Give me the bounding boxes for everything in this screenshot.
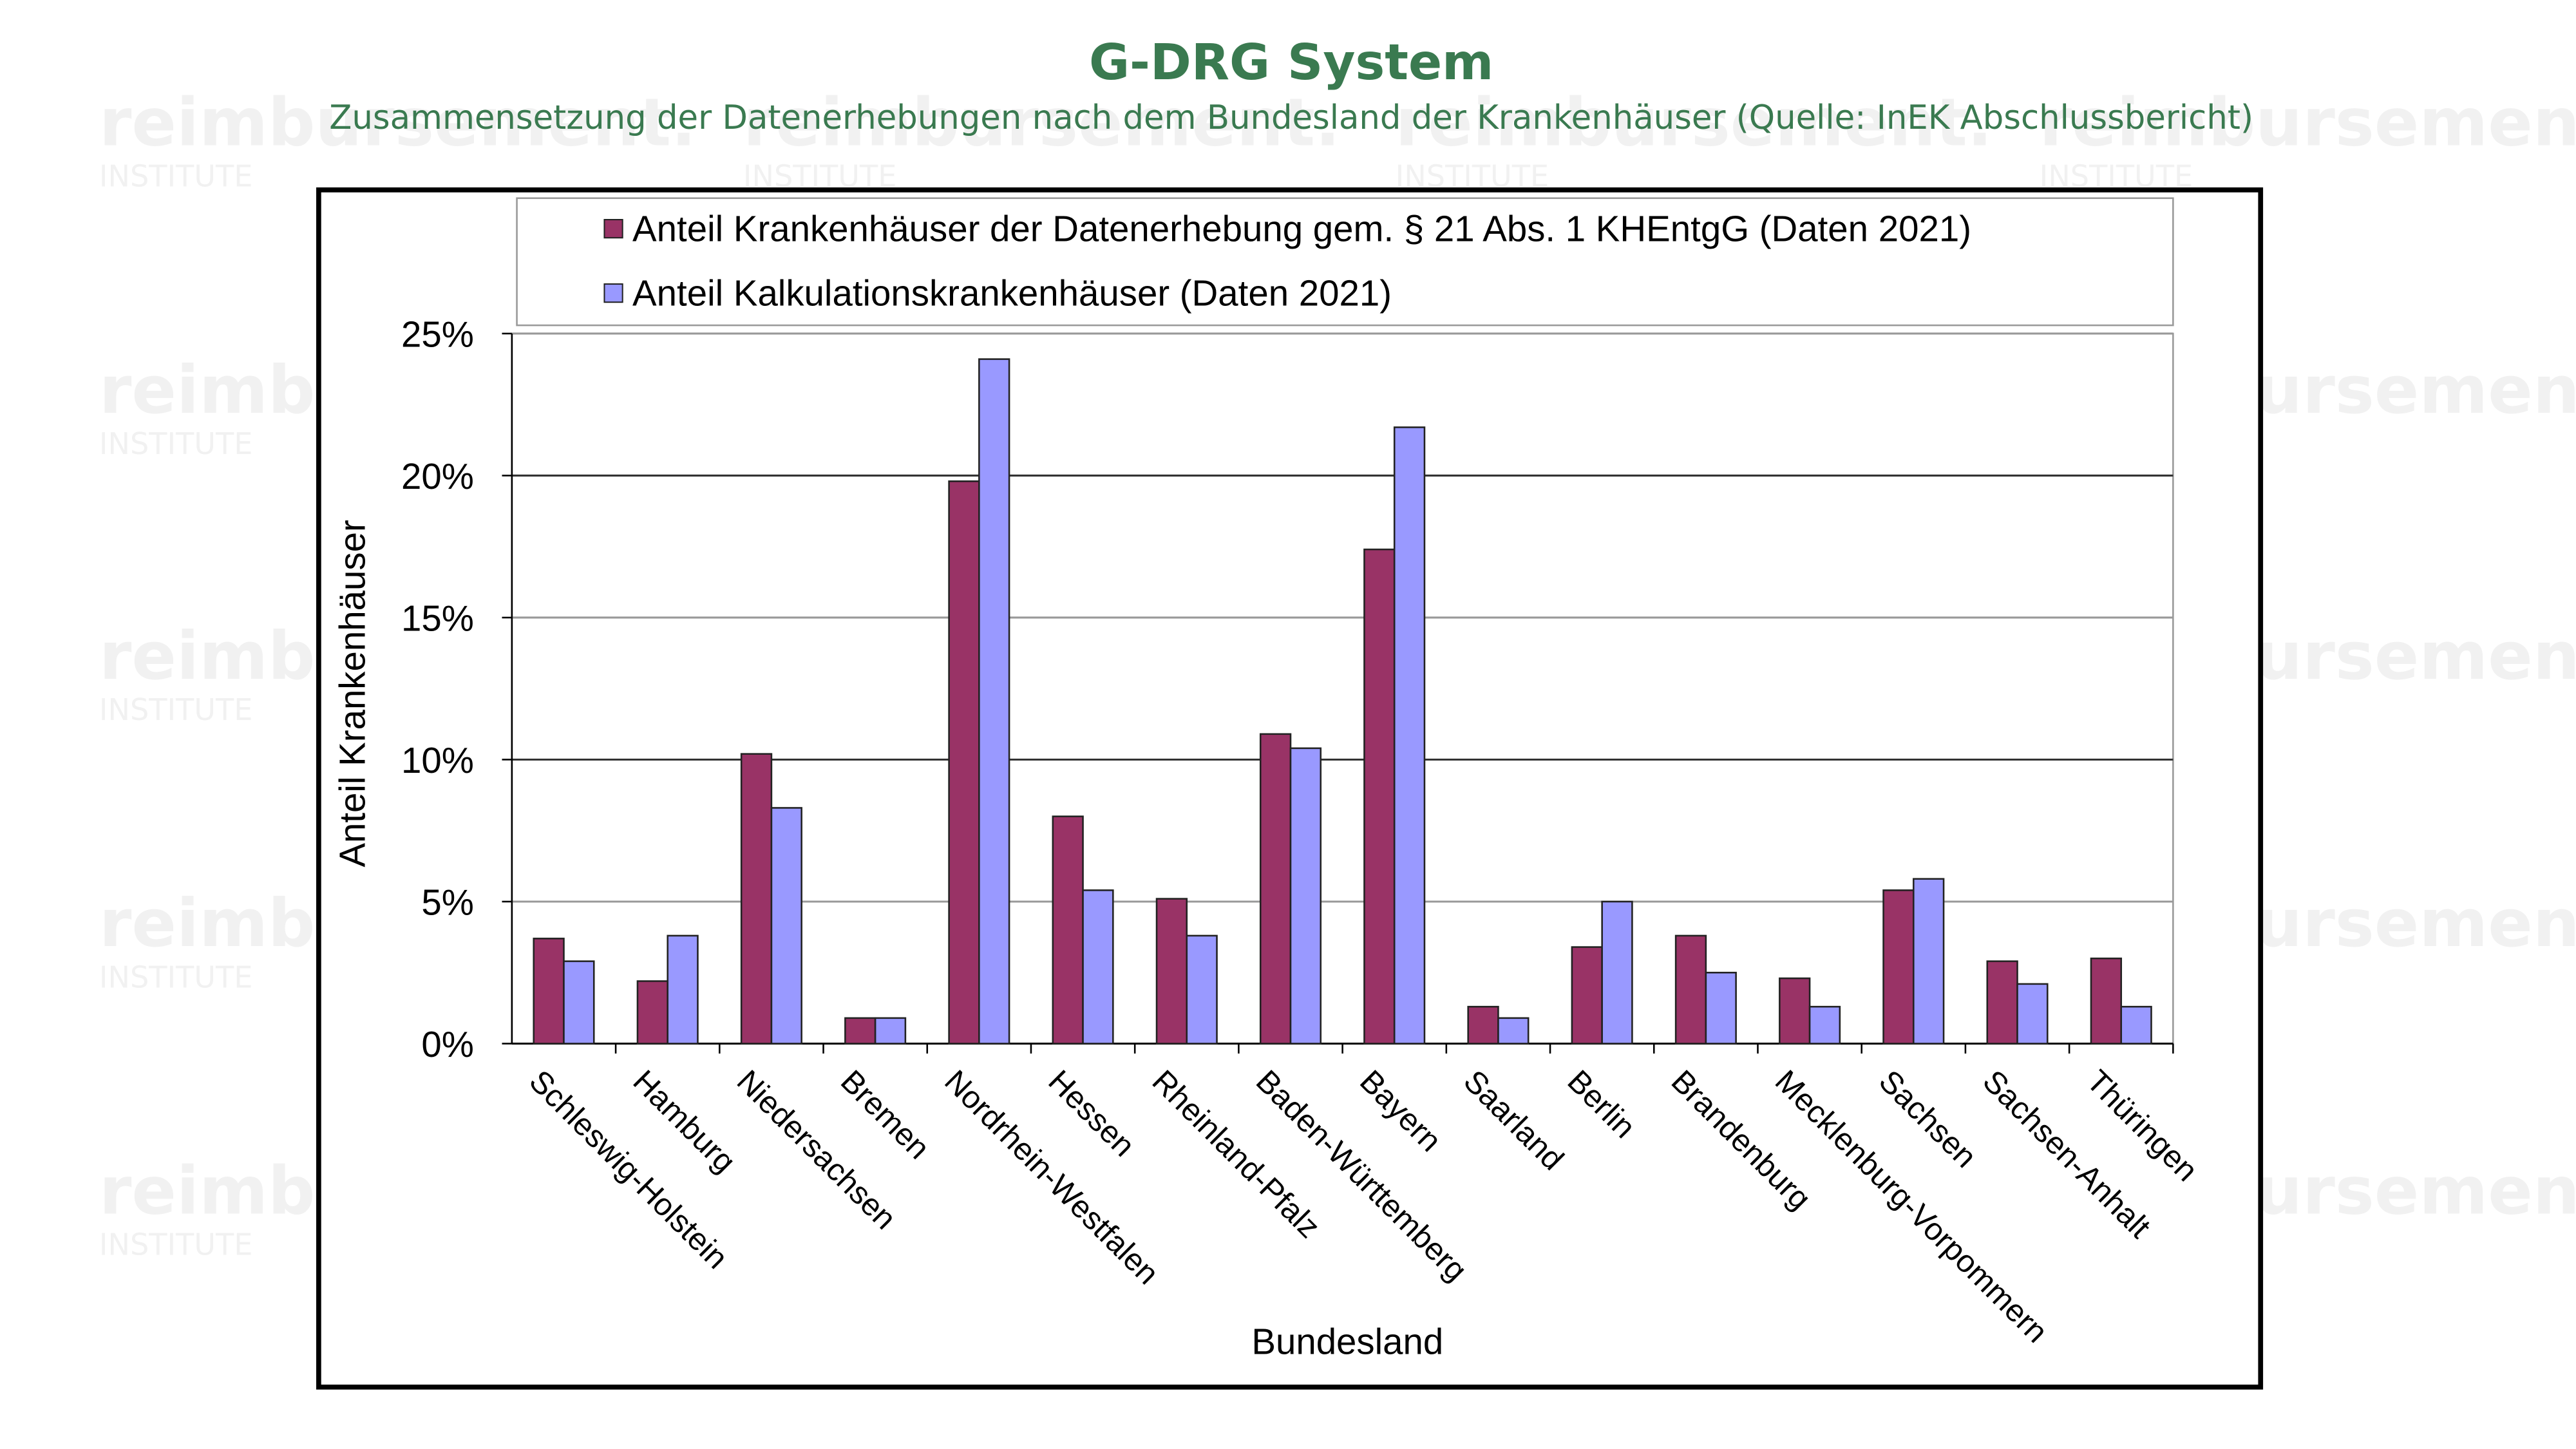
bar (1571, 946, 1603, 1045)
y-tick-label: 25% (401, 314, 474, 354)
bar (1913, 878, 1945, 1045)
bar (1393, 426, 1426, 1045)
bar (533, 938, 565, 1045)
watermark-sub: INSTITUTE (99, 960, 253, 994)
bar (1155, 898, 1188, 1045)
bar (1363, 548, 1396, 1045)
bar (1882, 889, 1915, 1045)
watermark-brand: reimbursement. (99, 85, 696, 162)
watermark-sub: INSTITUTE (99, 426, 253, 461)
bar (1497, 1017, 1530, 1045)
bar (1986, 960, 2018, 1045)
bar (636, 980, 668, 1045)
y-axis-title: Anteil Krankenhäuser (332, 520, 373, 867)
bar (770, 807, 802, 1045)
legend-label: Anteil Krankenhäuser der Datenerhebung g… (632, 208, 1971, 249)
watermark-sub: INSTITUTE (99, 159, 253, 194)
bar (1705, 971, 1737, 1045)
watermark-brand: reimbursement. (743, 85, 1340, 162)
y-tick-label: 0% (421, 1024, 474, 1065)
bar (948, 480, 980, 1045)
legend-swatch (603, 283, 623, 303)
bar (2090, 957, 2123, 1045)
bar (844, 1017, 876, 1045)
legend-label: Anteil Kalkulationskrankenhäuser (Daten … (632, 272, 1392, 313)
chart-title: G-DRG System (1089, 34, 1493, 91)
bar (740, 753, 773, 1045)
bar (1779, 977, 1811, 1045)
watermark-sub: INSTITUTE (99, 692, 253, 727)
bar (1186, 934, 1218, 1045)
bar (1259, 733, 1292, 1045)
y-tick-label: 20% (401, 456, 474, 497)
y-tick-label: 15% (401, 598, 474, 638)
bar (1601, 900, 1633, 1045)
bar (978, 358, 1010, 1045)
chart-subtitle: Zusammensetzung der Datenerhebungen nach… (329, 99, 2253, 137)
bar (1467, 1005, 1499, 1045)
bar (1808, 1005, 1841, 1045)
watermark-brand: reimbursement. (2040, 85, 2576, 162)
bar (1052, 815, 1084, 1045)
bar (874, 1017, 907, 1045)
bar (2016, 983, 2049, 1045)
x-axis-title: Bundesland (1251, 1321, 1443, 1362)
watermark-sub: INSTITUTE (99, 1227, 253, 1262)
bar (1082, 889, 1114, 1045)
legend-box (516, 197, 2174, 327)
bar (667, 934, 699, 1045)
y-tick-label: 10% (401, 740, 474, 781)
watermark-brand: reimbursement. (1396, 85, 1993, 162)
bar (1289, 747, 1322, 1045)
legend-swatch (603, 219, 623, 239)
bar (1674, 934, 1707, 1045)
bar (2120, 1005, 2152, 1045)
y-tick-label: 5% (421, 882, 474, 923)
bar (563, 960, 595, 1045)
